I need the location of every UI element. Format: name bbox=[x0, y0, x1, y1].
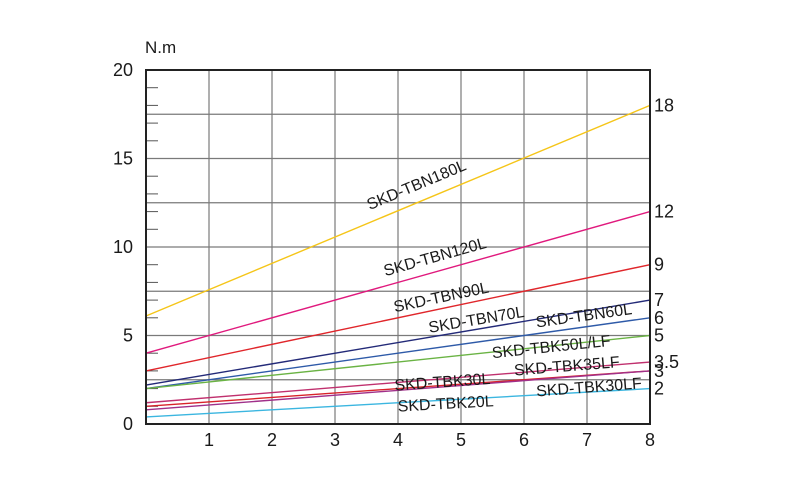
series-line bbox=[145, 210, 651, 354]
x-tick-label: 3 bbox=[330, 430, 340, 450]
x-tick-label: 6 bbox=[519, 430, 529, 450]
y-tick-label: 5 bbox=[123, 326, 133, 346]
series-name-label: SKD-TBN180L bbox=[365, 157, 469, 214]
y-axis-unit-label: N.m bbox=[145, 38, 176, 57]
x-tick-label: 1 bbox=[204, 430, 214, 450]
x-tick-label: 2 bbox=[267, 430, 277, 450]
end-value-label: 3.5 bbox=[654, 352, 679, 372]
series-lines bbox=[145, 104, 651, 418]
x-tick-label: 8 bbox=[645, 430, 655, 450]
series-line bbox=[145, 317, 651, 390]
series-line bbox=[145, 370, 651, 411]
series-name-label: SKD-TBK20L bbox=[397, 393, 494, 415]
y-tick-label: 20 bbox=[113, 60, 133, 80]
end-value-label: 9 bbox=[654, 255, 664, 275]
end-value-labels: 18 12 9 765 3.532 bbox=[654, 95, 679, 398]
series-line bbox=[145, 104, 651, 317]
y-tick-label: 15 bbox=[113, 149, 133, 169]
series-line bbox=[145, 361, 651, 404]
series-line bbox=[145, 334, 651, 390]
y-tick-labels: 0 5 10 15 20 bbox=[113, 60, 133, 434]
y-tick-label: 0 bbox=[123, 414, 133, 434]
series-line bbox=[145, 299, 651, 386]
series-name-label: SKD-TBK30L bbox=[394, 371, 491, 395]
x-tick-label: 4 bbox=[393, 430, 403, 450]
end-value-label: 18 bbox=[654, 95, 674, 115]
end-value-label: 7 bbox=[654, 290, 664, 310]
series-name-label: SKD-TBN90L bbox=[392, 280, 490, 317]
end-value-label: 6 bbox=[654, 308, 664, 328]
end-value-label: 3 bbox=[654, 361, 664, 381]
x-tick-labels: 1 2 3 4 5 6 7 8 bbox=[204, 430, 655, 450]
end-value-label: 5 bbox=[654, 326, 664, 346]
series-line bbox=[145, 387, 651, 418]
end-value-label: 2 bbox=[654, 379, 664, 399]
x-tick-label: 5 bbox=[456, 430, 466, 450]
x-tick-label: 7 bbox=[582, 430, 592, 450]
plot-frame bbox=[145, 69, 651, 425]
series-line bbox=[145, 264, 651, 372]
series-name-labels: SKD-TBN180LSKD-TBN120LSKD-TBN90LSKD-TBN7… bbox=[365, 157, 643, 415]
end-value-label: 12 bbox=[654, 202, 674, 222]
y-tick-label: 10 bbox=[113, 237, 133, 257]
minor-ticks bbox=[146, 87, 158, 407]
